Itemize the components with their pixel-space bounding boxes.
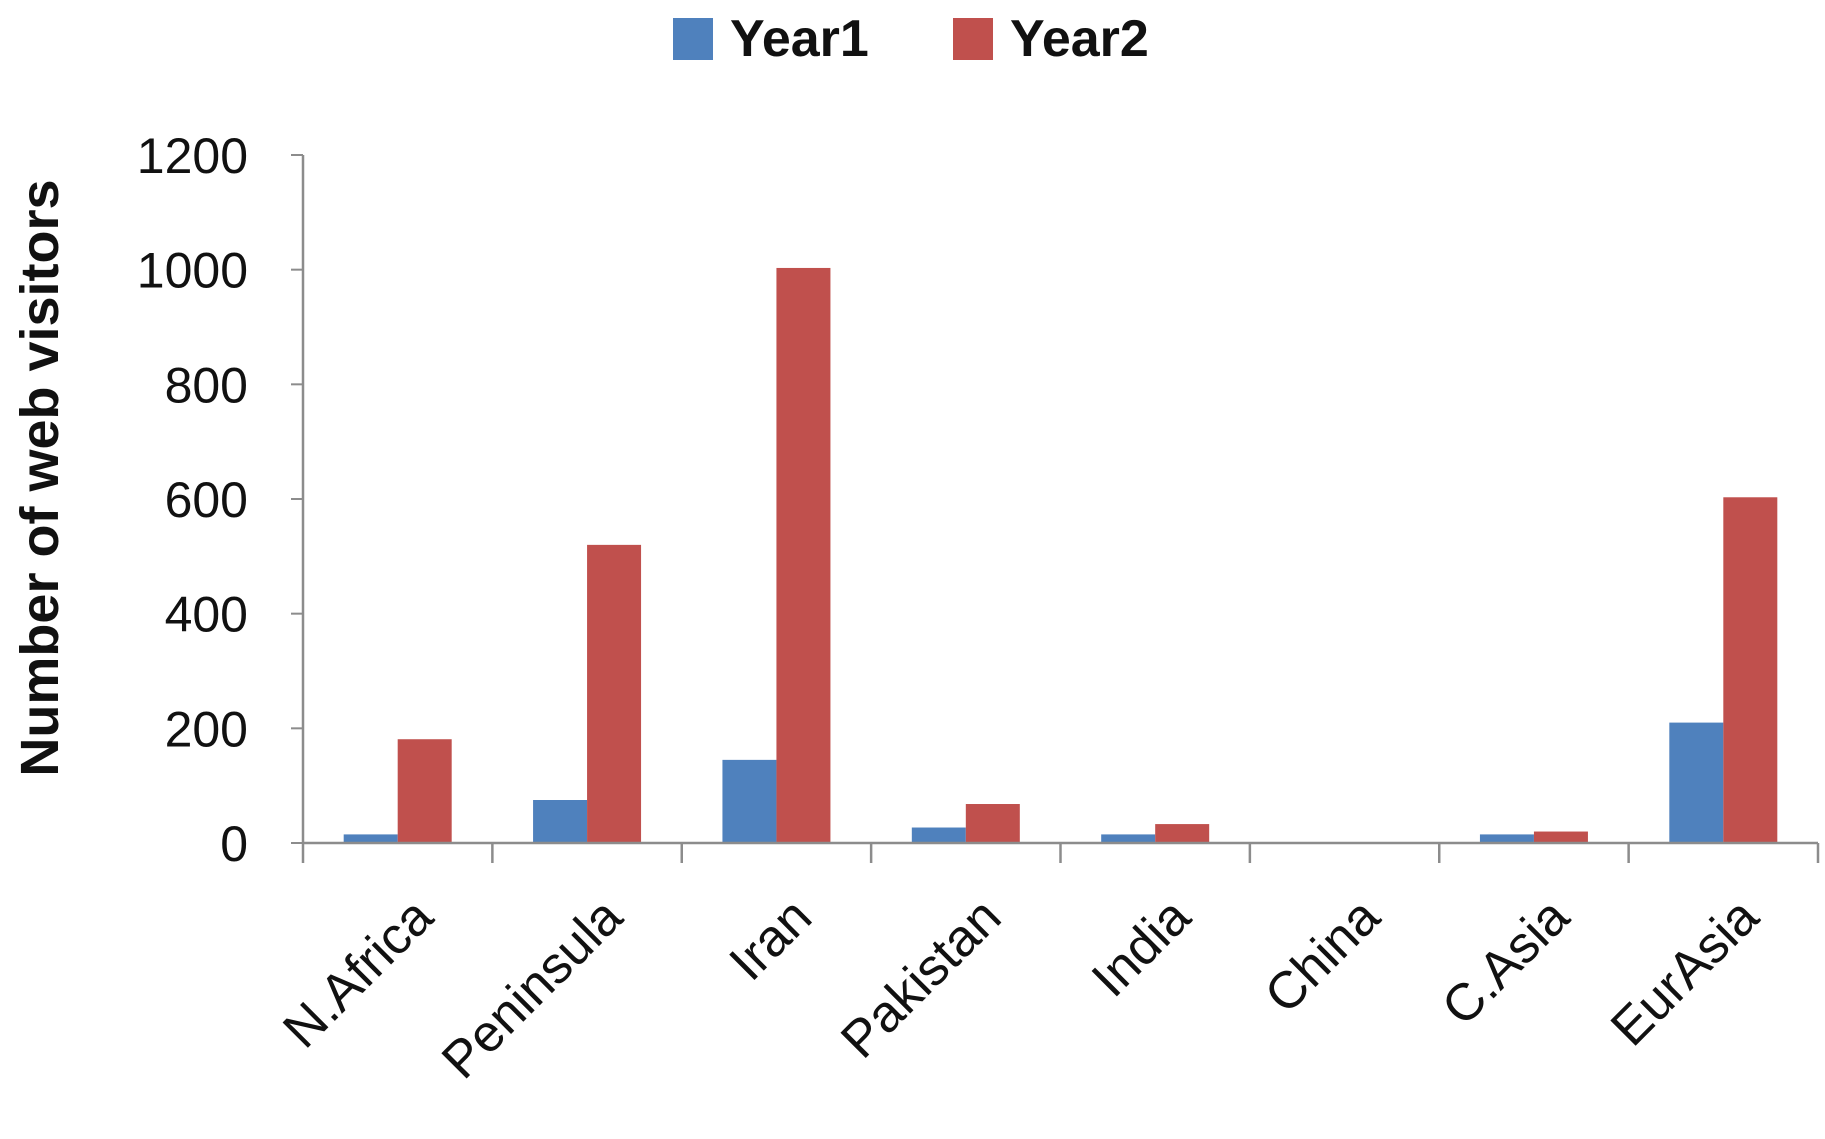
y-tick-label: 200	[165, 701, 248, 757]
y-tick-label: 800	[165, 357, 248, 413]
legend-swatch-year1	[673, 18, 713, 60]
y-tick-label: 0	[220, 816, 248, 872]
y-tick-label: 400	[165, 587, 248, 643]
bar-year1-pakistan	[911, 827, 966, 843]
bars	[343, 267, 1778, 843]
legend-swatch-year2	[953, 18, 993, 60]
x-tick-label: India	[1081, 887, 1202, 1008]
x-tick-label: Peninsula	[431, 887, 634, 1090]
y-tick-label: 1000	[137, 243, 248, 299]
x-tick-label: China	[1254, 887, 1391, 1024]
x-tick-label: N.Africa	[272, 887, 444, 1059]
axes	[301, 155, 1820, 863]
bar-year2-c-asia	[1533, 831, 1588, 843]
bar-year1-iran	[722, 759, 777, 843]
x-tick-label: Pakistan	[830, 887, 1012, 1069]
bar-year1-c-asia	[1479, 834, 1534, 843]
bar-year2-peninsula	[587, 544, 642, 843]
x-tick-label: Iran	[719, 887, 823, 991]
y-axis-label: Number of web visitors	[10, 179, 70, 776]
bar-year1-n-africa	[343, 834, 398, 843]
bar-year1-eurasia	[1669, 722, 1724, 843]
x-tick-label: C.Asia	[1431, 887, 1580, 1036]
bar-year2-india	[1155, 824, 1210, 843]
bar-year1-india	[1101, 834, 1156, 843]
bar-year2-pakistan	[965, 804, 1020, 843]
x-tick-label: EurAsia	[1600, 887, 1770, 1057]
y-tick-label: 1200	[137, 128, 248, 184]
bar-year2-eurasia	[1723, 497, 1778, 843]
legend-label-year1: Year1	[730, 10, 869, 68]
bar-year1-peninsula	[533, 800, 588, 843]
y-axis: 0 200 400 600 800 1000 1200	[137, 128, 303, 872]
bar-year2-iran	[776, 267, 831, 843]
y-axis-label-group: Number of web visitors	[10, 179, 70, 776]
bar-year2-n-africa	[397, 739, 452, 843]
legend: Year1 Year2	[673, 10, 1149, 68]
legend-label-year2: Year2	[1010, 10, 1149, 68]
y-tick-label: 600	[165, 472, 248, 528]
